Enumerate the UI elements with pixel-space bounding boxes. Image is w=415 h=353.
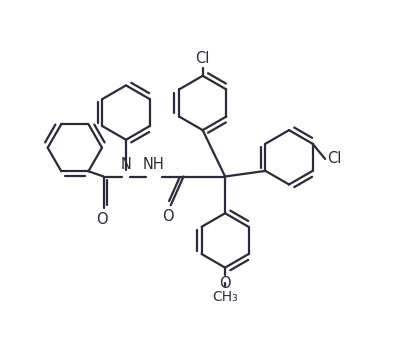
Text: NH: NH	[142, 157, 164, 172]
Text: Cl: Cl	[327, 151, 341, 166]
Text: O: O	[162, 209, 173, 224]
Text: O: O	[96, 212, 108, 227]
Text: Cl: Cl	[195, 51, 210, 66]
Text: O: O	[219, 276, 231, 291]
Text: CH₃: CH₃	[212, 290, 238, 304]
Text: N: N	[120, 157, 132, 172]
